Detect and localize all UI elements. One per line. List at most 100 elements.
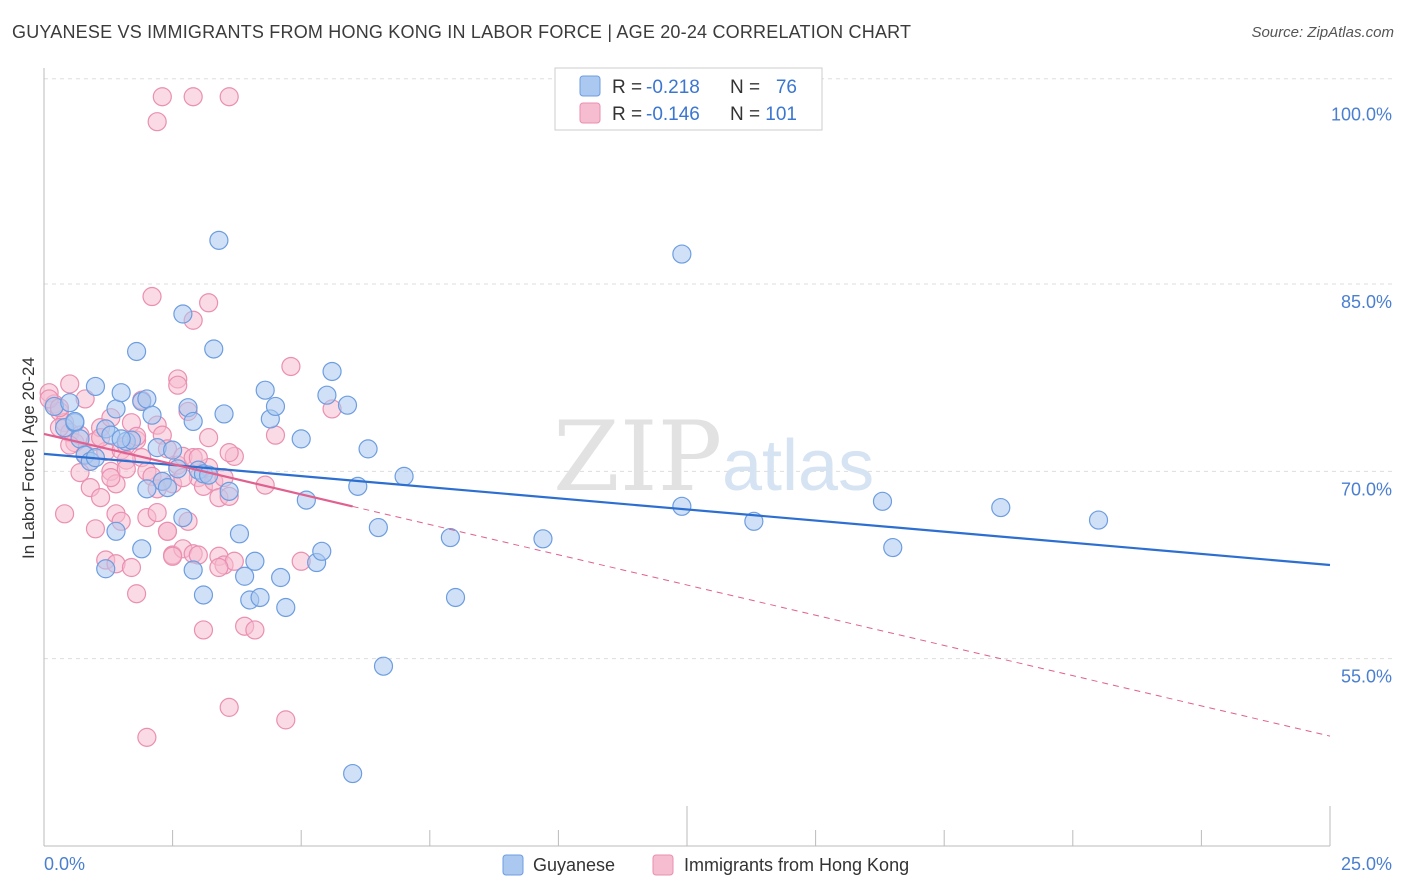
guyanese-point [276, 597, 296, 618]
guyanese-point [132, 539, 152, 559]
guyanese-point [229, 524, 250, 544]
hong-kong-point [183, 87, 203, 107]
y-tick-labels: 55.0% 70.0% 85.0% 100.0% [1331, 105, 1392, 687]
hong-kong-point [168, 375, 188, 395]
legend-swatch-guyanese [579, 75, 601, 97]
hong-kong-point [60, 374, 80, 394]
guyanese-point [209, 230, 229, 250]
hong-kong-point [121, 557, 142, 578]
hong-kong-trend-extension [352, 505, 1331, 737]
x-tick-label-min: 0.0% [44, 854, 85, 874]
guyanese-point [193, 585, 214, 605]
legend-n-value: 101 [765, 104, 797, 125]
hong-kong-point [142, 286, 162, 307]
guyanese-point [872, 491, 893, 511]
hong-kong-point [54, 504, 75, 524]
x-tick-label-max: 25.0% [1341, 854, 1392, 874]
legend-r-label: R = [612, 77, 642, 98]
hong-kong-point [219, 443, 239, 463]
guyanese-point [70, 429, 90, 449]
guyanese-point [394, 466, 414, 486]
guyanese-point [317, 385, 337, 405]
source-credit: Source: ZipAtlas.com [1251, 24, 1394, 41]
legend-swatch-hong-kong [579, 102, 601, 124]
hong-kong-point [245, 620, 265, 640]
guyanese-point [245, 551, 265, 571]
guyanese-point [1088, 510, 1109, 530]
guyanese-point [214, 404, 234, 424]
guyanese-point [137, 389, 157, 409]
hong-kong-point [116, 459, 136, 479]
watermark-atlas: atlas [722, 426, 874, 506]
series-guyanese-points [44, 230, 1109, 784]
guyanese-point [183, 560, 203, 580]
hong-kong-point [199, 293, 219, 313]
hong-kong-point [157, 521, 178, 541]
guyanese-point [250, 587, 270, 608]
bottom-legend-guyanese: Guyanese [533, 855, 615, 875]
guyanese-point [337, 395, 358, 415]
stats-legend: R = -0.218 N = 76 R = -0.146 N = 101 [554, 67, 823, 131]
guyanese-point [533, 529, 553, 549]
guyanese-point [168, 459, 188, 479]
legend-r-label: R = [612, 104, 642, 125]
hong-kong-point [101, 468, 121, 488]
guyanese-point [271, 567, 291, 588]
legend-r-value: -0.146 [646, 104, 700, 125]
guyanese-point [440, 527, 460, 548]
guyanese-point [672, 496, 692, 516]
guyanese-point [111, 383, 131, 403]
guyanese-point [883, 537, 903, 558]
hong-kong-point [219, 87, 239, 107]
guyanese-point [60, 393, 80, 413]
hong-kong-point [163, 546, 183, 566]
guyanese-point [255, 380, 275, 400]
guyanese-trend-line [43, 452, 1331, 567]
guyanese-point [445, 587, 466, 608]
hong-kong-point [126, 584, 147, 604]
guyanese-point [991, 497, 1011, 518]
bottom-legend-hong-kong: Immigrants from Hong Kong [684, 855, 909, 875]
guyanese-point [157, 478, 178, 498]
y-axis-label: In Labor Force | Age 20-24 [19, 357, 38, 559]
guyanese-point [204, 339, 224, 359]
hong-kong-point [147, 112, 167, 132]
guyanese-point [343, 763, 363, 784]
grid-lines [44, 78, 1392, 660]
chart-title: GUYANESE VS IMMIGRANTS FROM HONG KONG IN… [12, 22, 912, 42]
bottom-legend-swatch-hong-kong [652, 854, 674, 876]
hong-kong-point [281, 356, 301, 377]
legend-n-label: N = [730, 104, 760, 125]
hong-kong-point [219, 697, 239, 717]
hong-kong-point [265, 425, 286, 445]
axes [43, 68, 1331, 847]
y-tick-label: 55.0% [1341, 667, 1392, 687]
guyanese-point [358, 439, 378, 459]
guyanese-point [312, 541, 332, 561]
hong-kong-point [209, 557, 229, 578]
guyanese-point [744, 511, 764, 531]
guyanese-point [65, 411, 85, 432]
guyanese-point [142, 405, 162, 425]
hong-kong-point [85, 519, 106, 539]
hong-kong-point [276, 710, 296, 730]
hong-kong-point [152, 87, 172, 107]
guyanese-point [219, 481, 239, 501]
guyanese-point [106, 399, 126, 419]
guyanese-point [672, 244, 692, 264]
guyanese-point [96, 559, 116, 579]
y-tick-label: 100.0% [1331, 105, 1392, 125]
guyanese-point [322, 361, 342, 382]
guyanese-point [235, 566, 255, 586]
hong-kong-trend-line [43, 432, 353, 508]
hong-kong-point [147, 502, 167, 523]
legend-r-value: -0.218 [646, 77, 700, 98]
hong-kong-point [90, 487, 111, 508]
y-tick-label: 70.0% [1341, 479, 1392, 499]
guyanese-point [163, 440, 183, 460]
guyanese-point [373, 656, 394, 676]
guyanese-point [173, 304, 193, 324]
hong-kong-point [193, 620, 214, 640]
guyanese-point [126, 341, 147, 362]
